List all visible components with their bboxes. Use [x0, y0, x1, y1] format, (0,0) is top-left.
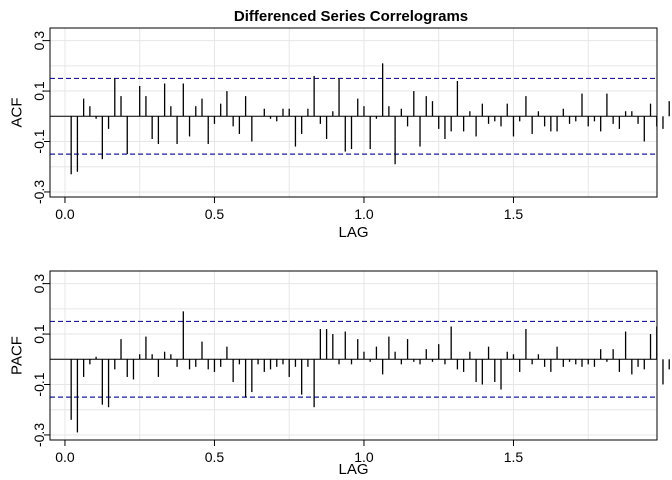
acf-plot-frame: [49, 27, 658, 198]
acf-x-tick-label: 0.0: [55, 206, 75, 222]
acf-y-axis: 0.3 0.1 -0.1 -0.3: [31, 31, 50, 204]
acf-y-tick-label: 0.3: [31, 31, 47, 51]
acf-y-axis-label: ACF: [9, 98, 26, 128]
pacf-x-tick-label: 1.0: [354, 449, 374, 465]
acf-y-tick-label: -0.3: [31, 180, 47, 204]
pacf-y-tick-label: 0.3: [31, 274, 47, 294]
acf-x-axis: 0.0 0.5 1.0 1.5: [55, 197, 523, 222]
pacf-y-axis-label: PACF: [9, 336, 26, 375]
acf-x-tick-label: 0.5: [205, 206, 225, 222]
pacf-x-tick-label: 1.5: [504, 449, 524, 465]
acf-x-axis-label: LAG: [338, 224, 368, 241]
pacf-x-axis: 0.0 0.5 1.0 1.5: [55, 440, 523, 465]
pacf-y-tick-label: -0.1: [31, 372, 47, 396]
pacf-y-axis: 0.3 0.1 -0.1 -0.3: [31, 274, 50, 447]
pacf-x-tick-label: 0.5: [205, 449, 225, 465]
pacf-y-tick-label: -0.3: [31, 423, 47, 447]
pacf-x-axis-label: LAG: [338, 461, 368, 478]
pacf-y-tick-label: 0.1: [31, 324, 47, 344]
acf-panel: 0.0 0.5 1.0 1.5 0.3 0.1 -0.1 -0.3 LAG ACF: [9, 27, 670, 241]
acf-bars: [70, 63, 670, 175]
pacf-bars: [70, 311, 670, 433]
pacf-confidence-bounds: [50, 320, 657, 398]
pacf-grid: [50, 271, 657, 440]
chart-title: Differenced Series Correlograms: [234, 8, 468, 25]
acf-y-tick-label: 0.1: [31, 81, 47, 101]
acf-confidence-bounds: [50, 77, 657, 155]
pacf-plot-frame: [49, 270, 658, 441]
acf-x-tick-label: 1.5: [504, 206, 524, 222]
acf-y-tick-label: -0.1: [31, 129, 47, 153]
pacf-panel: 0.0 0.5 1.0 1.5 0.3 0.1 -0.1 -0.3 LAG PACF: [9, 270, 670, 478]
acf-x-tick-label: 1.0: [354, 206, 374, 222]
acf-grid: [50, 28, 657, 197]
pacf-x-tick-label: 0.0: [55, 449, 75, 465]
